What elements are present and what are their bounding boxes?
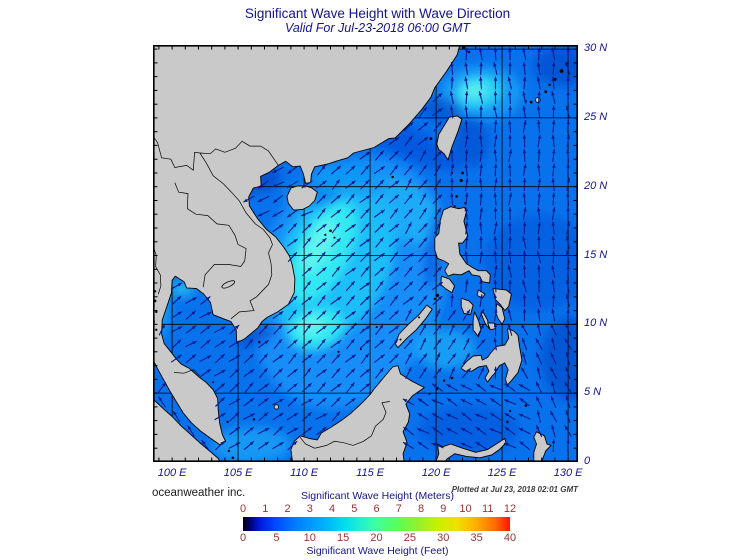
scale-tick: 10	[303, 532, 316, 544]
scale-tick: 30	[437, 532, 450, 544]
scale-tick: 6	[373, 503, 380, 515]
lat-label: 10 N	[584, 317, 608, 330]
colorbar-gradient	[243, 517, 510, 531]
credit-text: oceanweather inc.	[152, 487, 246, 499]
scale-tick: 40	[503, 532, 517, 544]
wave-height-map	[153, 45, 578, 462]
lat-label: 20 N	[584, 179, 608, 192]
lon-label: 130 E	[553, 467, 583, 479]
scale-tick: 11	[482, 503, 494, 515]
lat-label: 0	[584, 454, 591, 467]
scale-tick: 25	[403, 532, 416, 544]
lon-label: 105 E	[223, 467, 253, 479]
lon-label: 115 E	[356, 467, 385, 479]
lat-label: 15 N	[584, 248, 608, 261]
lon-label: 120 E	[421, 467, 451, 479]
scale-tick: 15	[337, 532, 350, 544]
lon-label: 125 E	[487, 467, 517, 479]
lon-label: 110 E	[290, 467, 319, 479]
valid-time-subtitle: Valid For Jul-23-2018 06:00 GMT	[284, 21, 471, 35]
scale-tick: 0	[239, 532, 247, 544]
scale-tick: 4	[328, 503, 336, 515]
scale-tick: 12	[503, 503, 517, 515]
scale-tick: 9	[440, 503, 447, 515]
scale-tick: 10	[459, 503, 472, 515]
feet-scale: 0 5 10 15 20 25 30 35 40	[239, 532, 516, 544]
lat-label: 25 N	[584, 110, 608, 123]
plotted-timestamp: Plotted at Jul 23, 2018 02:01 GMT	[451, 485, 578, 494]
scale-tick: 5	[351, 503, 358, 515]
scale-tick: 35	[470, 532, 483, 544]
scale-tick: 0	[239, 503, 247, 515]
scale-tick: 20	[370, 532, 383, 544]
legend-title-feet: Significant Wave Height (Feet)	[306, 545, 449, 557]
scale-tick: 1	[262, 503, 269, 515]
meters-scale: 0 1 2 3 4 5 6 7 8 9 10 11 12	[239, 503, 516, 515]
scale-tick: 3	[306, 503, 313, 515]
scale-tick: 5	[273, 532, 280, 544]
scale-tick: 2	[284, 503, 291, 515]
lon-label: 100 E	[157, 467, 187, 479]
page-title: Significant Wave Height with Wave Direct…	[244, 6, 511, 21]
scale-tick: 8	[417, 503, 425, 515]
legend-title-meters: Significant Wave Height (Meters)	[300, 490, 455, 502]
scale-tick: 7	[395, 503, 402, 515]
lat-label: 5 N	[584, 386, 602, 399]
lat-label: 30 N	[584, 42, 608, 55]
